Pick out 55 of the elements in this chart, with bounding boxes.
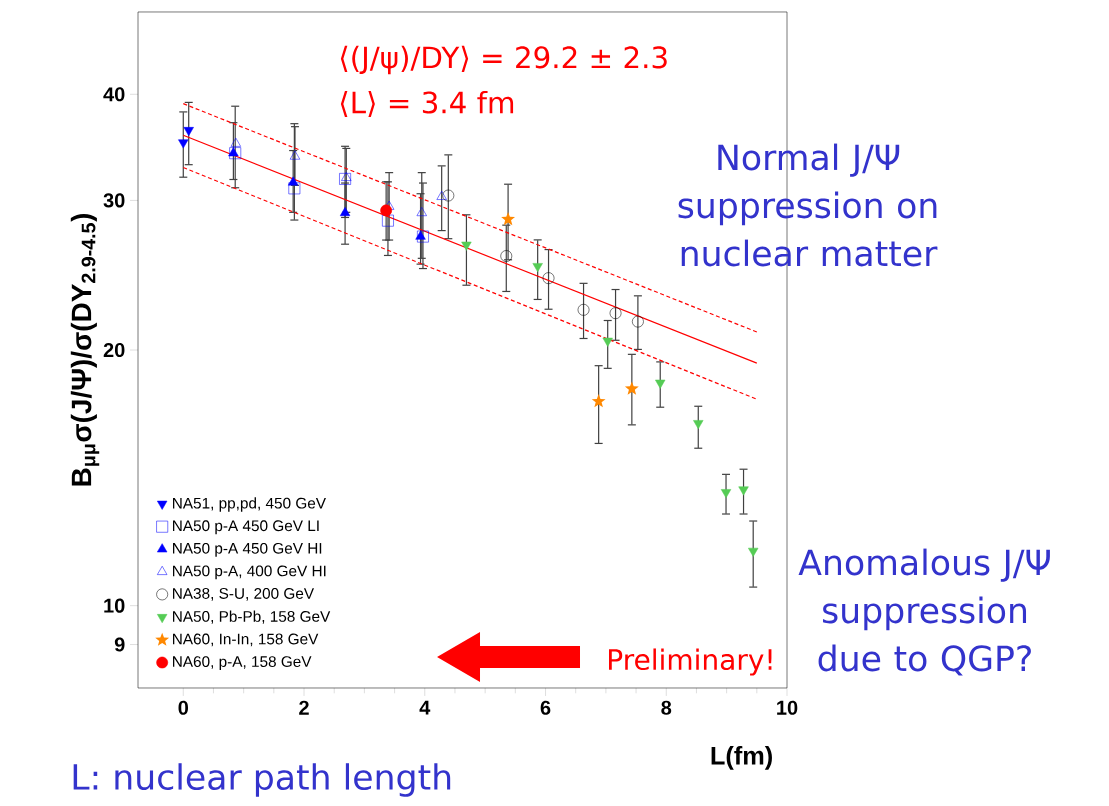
- y-tick-label: 30: [103, 193, 125, 208]
- point: [609, 307, 622, 320]
- y-tick-label: 20: [103, 342, 125, 358]
- y-tick-label: 40: [103, 87, 125, 102]
- point: [339, 207, 351, 216]
- legend-label: NA60, In-In, 158 GeV: [173, 633, 319, 647]
- point: [632, 315, 644, 328]
- x-tick-label: 6: [540, 700, 551, 715]
- point: [230, 137, 241, 147]
- point: [339, 173, 351, 185]
- text: L: nuclear path length: [73, 763, 451, 797]
- legend-label: NA50 p-A 450 GeV LI: [173, 520, 319, 535]
- point: [748, 547, 759, 557]
- point: [542, 272, 555, 285]
- point: [500, 250, 513, 262]
- x-axis-title: L(fm): [711, 746, 772, 770]
- x-tick-label: 4: [419, 700, 431, 715]
- point: [577, 303, 590, 316]
- annotation: ⟨(J/ψ)/DY⟩ = 29.2 ± 2.3: [340, 45, 667, 75]
- legend-label: NA50 p-A 450 GeV HI: [173, 542, 322, 557]
- point: [288, 182, 301, 195]
- point: [341, 171, 352, 181]
- point: [532, 263, 543, 273]
- y-tick-label: 10: [104, 598, 125, 613]
- point: [442, 189, 455, 202]
- annotation: Normal J/Ψ suppression on nuclear matter: [678, 143, 938, 267]
- point: [382, 214, 394, 227]
- annotation: ⟨L⟩ = 3.4 fm: [340, 90, 514, 118]
- point: [461, 241, 472, 251]
- point: [289, 150, 301, 160]
- point: [380, 204, 393, 217]
- legend-label: NA51, pp,pd, 450 GeV: [173, 497, 326, 512]
- point: [288, 176, 299, 186]
- y-tick-label: 9: [114, 637, 125, 652]
- point: [624, 381, 639, 395]
- legend-label: NA50, Pb-Pb, 158 GeV: [173, 610, 331, 624]
- y-axis-title: B$_{μμ}$σ(J/Ψ)/σ(DY$_{2.9-4.5}$): [70, 213, 100, 486]
- text: Anomalous J/Ψ suppression due to QGP?: [798, 548, 1050, 676]
- point: [591, 394, 606, 408]
- x-tick-label: 2: [299, 700, 309, 715]
- annotation: Preliminary!: [609, 648, 772, 676]
- point: [436, 190, 447, 200]
- x-tick-label: 8: [661, 700, 672, 715]
- x-tick-label: 10: [777, 700, 798, 715]
- point: [602, 337, 613, 347]
- legend-label: NA50 p-A, 400 GeV HI: [173, 565, 326, 580]
- x-tick-label: 0: [178, 700, 189, 715]
- point: [738, 486, 749, 496]
- point: [693, 420, 704, 430]
- legend-label: NA60, p-A, 158 GeV: [173, 656, 312, 671]
- point: [501, 212, 516, 226]
- point: [416, 207, 427, 216]
- legend-label: NA38, S-U, 200 GeV: [173, 588, 315, 601]
- point: [655, 379, 666, 389]
- point: [720, 489, 732, 499]
